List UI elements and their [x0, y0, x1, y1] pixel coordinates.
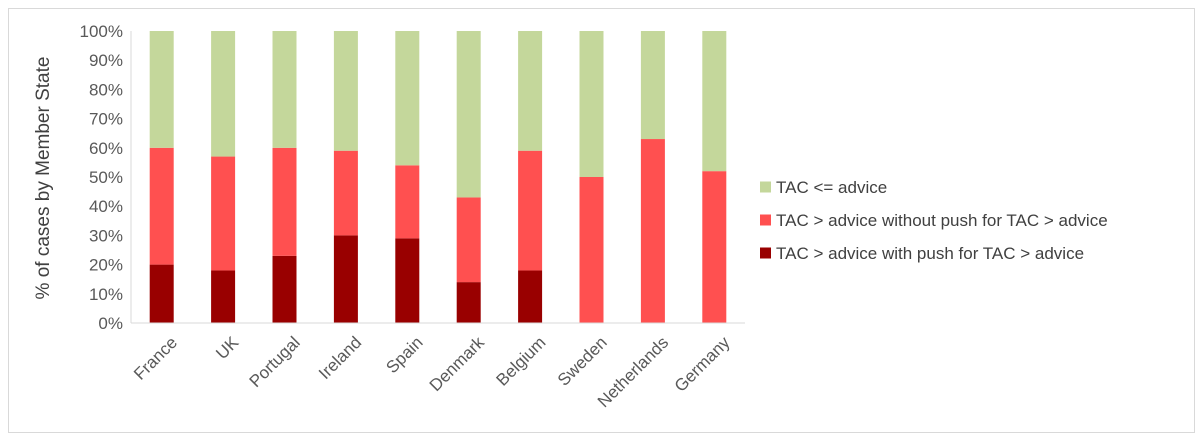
legend: TAC <= advice TAC > advice without push f…: [760, 178, 1108, 263]
bar-segment: [395, 238, 420, 323]
legend-swatch: [760, 214, 771, 226]
bar-segment: [579, 177, 604, 323]
y-tick-label: 100%: [80, 22, 123, 41]
y-axis-ticks: 0% 10% 20% 30% 40% 50% 60% 70% 80% 90% 100%: [80, 22, 123, 333]
bar-segment: [333, 150, 358, 236]
bar-segment: [640, 139, 665, 323]
bar-segment: [640, 31, 665, 140]
axes: [130, 31, 745, 324]
legend-label: TAC > advice with push for TAC > advice: [776, 244, 1084, 263]
y-tick-label: 60%: [89, 139, 123, 158]
bar-segment: [702, 31, 727, 172]
y-tick-label: 80%: [89, 80, 123, 99]
x-tick-label: Germany: [671, 333, 734, 396]
bar-segment: [518, 31, 543, 151]
bar-segment: [333, 235, 358, 323]
x-axis-ticks: France UK Portugal Ireland Spain Denmark Belgi…: [130, 332, 734, 411]
y-tick-label: 40%: [89, 197, 123, 216]
bar-segment: [272, 255, 297, 323]
legend-swatch: [760, 247, 771, 259]
bar-segment: [518, 150, 543, 271]
legend-label: TAC <= advice: [776, 178, 887, 197]
x-tick-label: Ireland: [315, 333, 365, 383]
y-tick-label: 30%: [89, 226, 123, 245]
bar-segment: [149, 264, 174, 323]
legend-swatch: [760, 181, 771, 193]
bars: [149, 31, 727, 323]
bar-segment: [456, 282, 481, 323]
x-tick-label: UK: [212, 332, 243, 363]
legend-label: TAC > advice without push for TAC > advi…: [776, 211, 1108, 230]
bar-segment: [272, 31, 297, 148]
bar-segment: [333, 31, 358, 151]
bar-segment: [456, 197, 481, 283]
bar-segment: [211, 270, 236, 323]
bar-segment: [149, 147, 174, 265]
x-tick-label: Spain: [382, 333, 426, 377]
x-tick-label: France: [130, 333, 181, 384]
y-tick-label: 0%: [98, 314, 123, 333]
y-tick-label: 50%: [89, 168, 123, 187]
x-tick-label: Sweden: [554, 333, 611, 390]
bar-segment: [518, 270, 543, 323]
bar-segment: [272, 147, 297, 256]
x-tick-label: Portugal: [246, 333, 304, 391]
bar-segment: [456, 31, 481, 198]
bar-segment: [395, 165, 420, 239]
bar-segment: [211, 31, 236, 157]
x-tick-label: Denmark: [426, 333, 489, 396]
y-tick-label: 70%: [89, 110, 123, 129]
y-tick-label: 20%: [89, 256, 123, 275]
bar-segment: [211, 156, 236, 271]
x-tick-label: Belgium: [493, 333, 550, 390]
bar-segment: [702, 171, 727, 323]
y-tick-label: 10%: [89, 285, 123, 304]
y-tick-label: 90%: [89, 51, 123, 70]
bar-segment: [579, 31, 604, 177]
y-axis-title: % of cases by Member State: [33, 57, 54, 300]
bar-segment: [149, 31, 174, 148]
bar-segment: [395, 31, 420, 166]
